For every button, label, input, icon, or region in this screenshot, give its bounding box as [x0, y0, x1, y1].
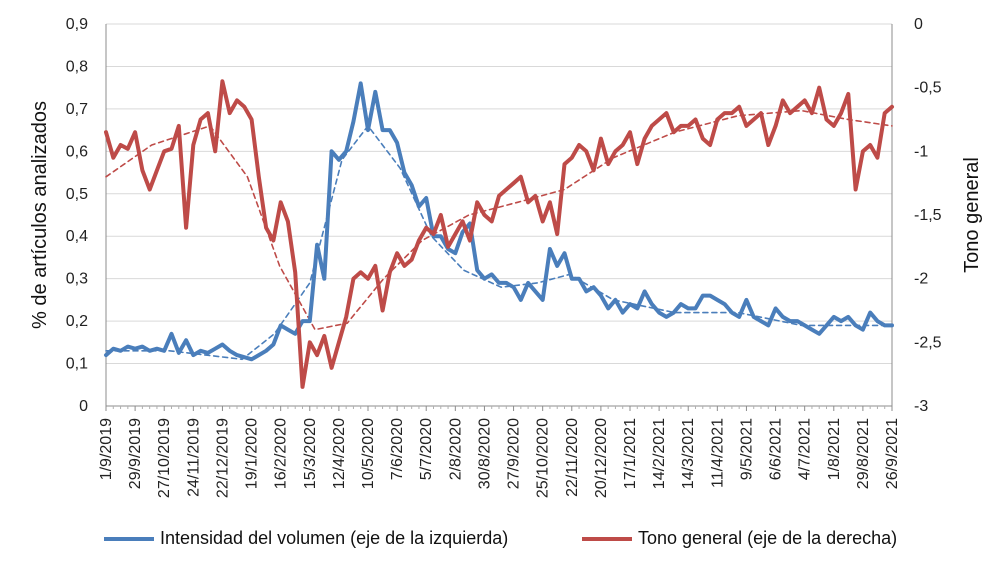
- x-tick-label: 14/2/2021: [651, 418, 668, 489]
- left-tick-label: 0,6: [66, 143, 88, 160]
- legend-label-tone: Tono general (eje de la derecha): [638, 528, 898, 548]
- x-tick-label: 20/12/2020: [593, 418, 610, 498]
- legend-item-volume: Intensidad del volumen (eje de la izquie…: [104, 528, 508, 549]
- right-tick-label: -0,5: [914, 80, 942, 97]
- left-tick-label: 0,3: [66, 271, 88, 288]
- x-tick-label: 2/8/2020: [447, 418, 464, 480]
- right-tick-label: -3: [914, 398, 928, 415]
- x-tick-label: 17/1/2021: [622, 418, 639, 489]
- right-tick-label: 0: [914, 16, 923, 33]
- x-tick-label: 9/5/2021: [738, 418, 755, 480]
- x-tick-label: 5/7/2020: [418, 418, 435, 480]
- left-tick-label: 0,1: [66, 356, 88, 373]
- x-tick-label: 19/1/2020: [244, 418, 261, 489]
- x-tick-label: 6/6/2021: [768, 418, 785, 480]
- legend-item-tone: Tono general (eje de la derecha): [582, 528, 897, 549]
- x-tick-label: 29/9/2019: [127, 418, 144, 489]
- x-tick-label: 22/11/2020: [564, 418, 581, 497]
- tone-trend-line: [105, 109, 893, 331]
- right-axis-ticks: -3 -2,5 -2 -1,5 -1 -0,5 0: [914, 16, 942, 415]
- right-tick-label: -2,5: [914, 334, 942, 351]
- x-tick-label: 27/9/2020: [506, 418, 523, 489]
- series-lines: [104, 79, 894, 389]
- x-tick-label: 24/11/2019: [185, 418, 202, 497]
- x-tick-label: 26/9/2021: [884, 418, 901, 489]
- left-tick-label: 0,7: [66, 101, 88, 118]
- left-tick-label: 0,2: [66, 313, 88, 330]
- x-tick-label: 10/5/2020: [360, 418, 377, 489]
- volume-trend-line: [105, 125, 893, 361]
- legend: Intensidad del volumen (eje de la izquie…: [0, 528, 1000, 554]
- legend-swatch-tone: [582, 536, 632, 541]
- left-tick-label: 0,9: [66, 16, 88, 33]
- x-tick-label: 15/3/2020: [302, 418, 319, 489]
- left-tick-label: 0,4: [66, 228, 88, 245]
- left-axis-ticks: 0 0,1 0,2 0,3 0,4 0,5 0,6 0,7 0,8 0,9: [66, 16, 88, 415]
- x-tick-label: 14/3/2021: [680, 418, 697, 489]
- x-tick-label: 25/10/2020: [535, 418, 552, 498]
- x-tick-label: 1/9/2019: [98, 418, 115, 480]
- x-tick-label: 22/12/2019: [214, 418, 231, 498]
- x-tick-label: 1/8/2021: [826, 418, 843, 480]
- volume-series-line: [104, 81, 894, 362]
- left-tick-label: 0: [79, 398, 88, 415]
- legend-swatch-volume: [104, 536, 154, 541]
- right-axis-title: Tono general: [961, 157, 983, 273]
- right-tick-label: -2: [914, 271, 928, 288]
- left-axis-title: % de artículos analizados: [29, 101, 51, 329]
- x-tick-label: 4/7/2021: [797, 418, 814, 480]
- x-axis-ticks: 1/9/2019 29/9/2019 27/10/2019 24/11/2019 22/…: [98, 406, 901, 498]
- left-tick-label: 0,5: [66, 186, 88, 203]
- x-tick-label: 16/2/2020: [273, 418, 290, 489]
- right-tick-label: -1,5: [914, 207, 942, 224]
- x-tick-label: 29/8/2021: [855, 418, 872, 489]
- x-tick-label: 30/8/2020: [476, 418, 493, 489]
- x-tick-label: 11/4/2021: [709, 418, 726, 488]
- x-tick-label: 7/6/2020: [389, 418, 406, 480]
- x-tick-label: 12/4/2020: [331, 418, 348, 489]
- right-tick-label: -1: [914, 143, 928, 160]
- legend-label-volume: Intensidad del volumen (eje de la izquie…: [160, 528, 509, 548]
- left-tick-label: 0,8: [66, 58, 88, 75]
- tone-series-line: [104, 79, 894, 389]
- x-tick-label: 27/10/2019: [156, 418, 173, 498]
